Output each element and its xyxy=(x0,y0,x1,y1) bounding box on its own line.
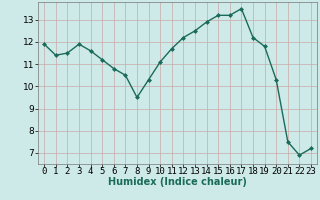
X-axis label: Humidex (Indice chaleur): Humidex (Indice chaleur) xyxy=(108,177,247,187)
